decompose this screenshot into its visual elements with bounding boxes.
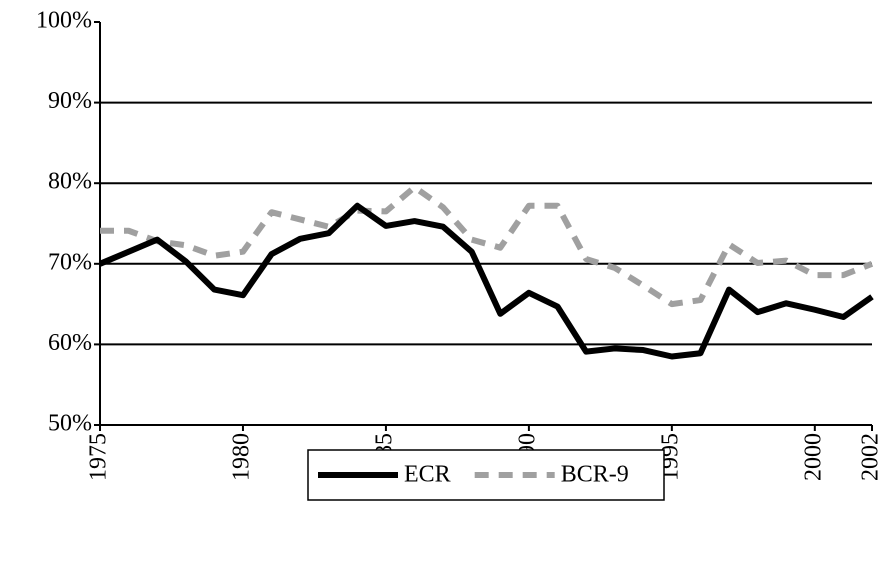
line-series (100, 184, 874, 308)
y-tick-label: 80% (48, 169, 92, 195)
legend-label: ECR (404, 462, 451, 488)
x-tick-label: 1975 (86, 433, 112, 481)
y-tick-label: 90% (48, 88, 92, 114)
x-tick-label: 2000 (800, 433, 826, 481)
y-tick-label: 100% (36, 8, 92, 34)
x-tick-label: 1980 (228, 433, 254, 481)
x-tick-label: 2002 (858, 433, 884, 481)
y-tick-label: 70% (48, 249, 92, 275)
y-tick-label: 50% (48, 411, 92, 437)
legend-label: BCR-9 (561, 462, 629, 488)
line-series (98, 202, 874, 360)
y-tick-label: 60% (48, 330, 92, 356)
